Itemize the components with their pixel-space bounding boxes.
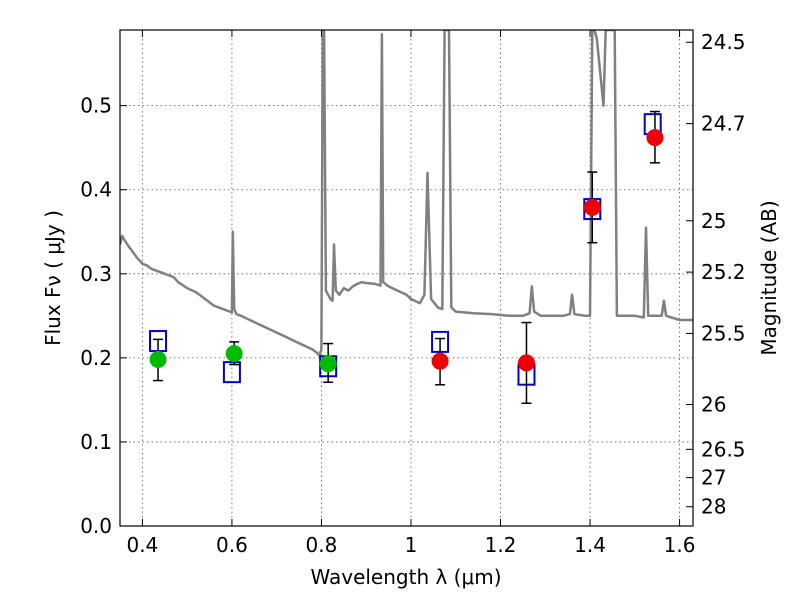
y2-tick-label: 26.5 — [701, 437, 746, 461]
x-tick-label: 0.6 — [216, 533, 248, 557]
y2-axis-title: Magnitude (AB) — [757, 200, 781, 355]
optical-data-point — [149, 351, 167, 369]
y-tick-label: 0.2 — [80, 346, 112, 370]
y-tick-label: 0.5 — [80, 94, 112, 118]
y-tick-label: 0.3 — [80, 262, 112, 286]
model-spectrum-line — [120, 30, 693, 357]
y2-tick-label: 27 — [701, 466, 726, 490]
x-tick-label: 1 — [405, 533, 418, 557]
y2-tick-label: 28 — [701, 495, 726, 519]
x-axis-title: Wavelength λ (μm) — [310, 565, 501, 589]
nir-data-point — [583, 198, 601, 216]
x-tick-label: 1.6 — [664, 533, 696, 557]
axis-ticks: 0.4 0.6 0.8 1 1.2 1.4 1.6 0.0 0.1 0.2 0.3 0.4 0.5 24.… — [80, 30, 746, 557]
y-tick-label: 0.0 — [80, 514, 112, 538]
y2-tick-label: 24.7 — [701, 112, 746, 136]
optical-data-point — [225, 345, 243, 363]
y2-tick-label: 26 — [701, 392, 726, 416]
y-tick-label: 0.1 — [80, 430, 112, 454]
x-tick-label: 0.4 — [126, 533, 158, 557]
x-tick-label: 0.8 — [306, 533, 338, 557]
nir-data-point — [646, 129, 664, 147]
plot-background — [120, 30, 693, 526]
plot-frame — [119, 29, 694, 527]
x-tick-label: 1.2 — [485, 533, 517, 557]
nir-data-point — [517, 354, 535, 372]
model-photometry-square — [222, 361, 241, 384]
y-tick-label: 0.4 — [80, 178, 112, 202]
y2-tick-label: 25.2 — [701, 260, 746, 284]
photometry-layer — [149, 110, 664, 405]
x-tick-label: 1.4 — [574, 533, 606, 557]
y2-tick-label: 25 — [701, 209, 726, 233]
optical-data-point — [319, 355, 337, 373]
y2-tick-label: 25.5 — [701, 321, 746, 345]
y-axis-title: Flux Fν ( μJy ) — [41, 210, 65, 346]
y2-tick-label: 24.5 — [701, 30, 746, 54]
model-spectrum-layer — [120, 30, 693, 357]
nir-data-point — [431, 352, 449, 370]
